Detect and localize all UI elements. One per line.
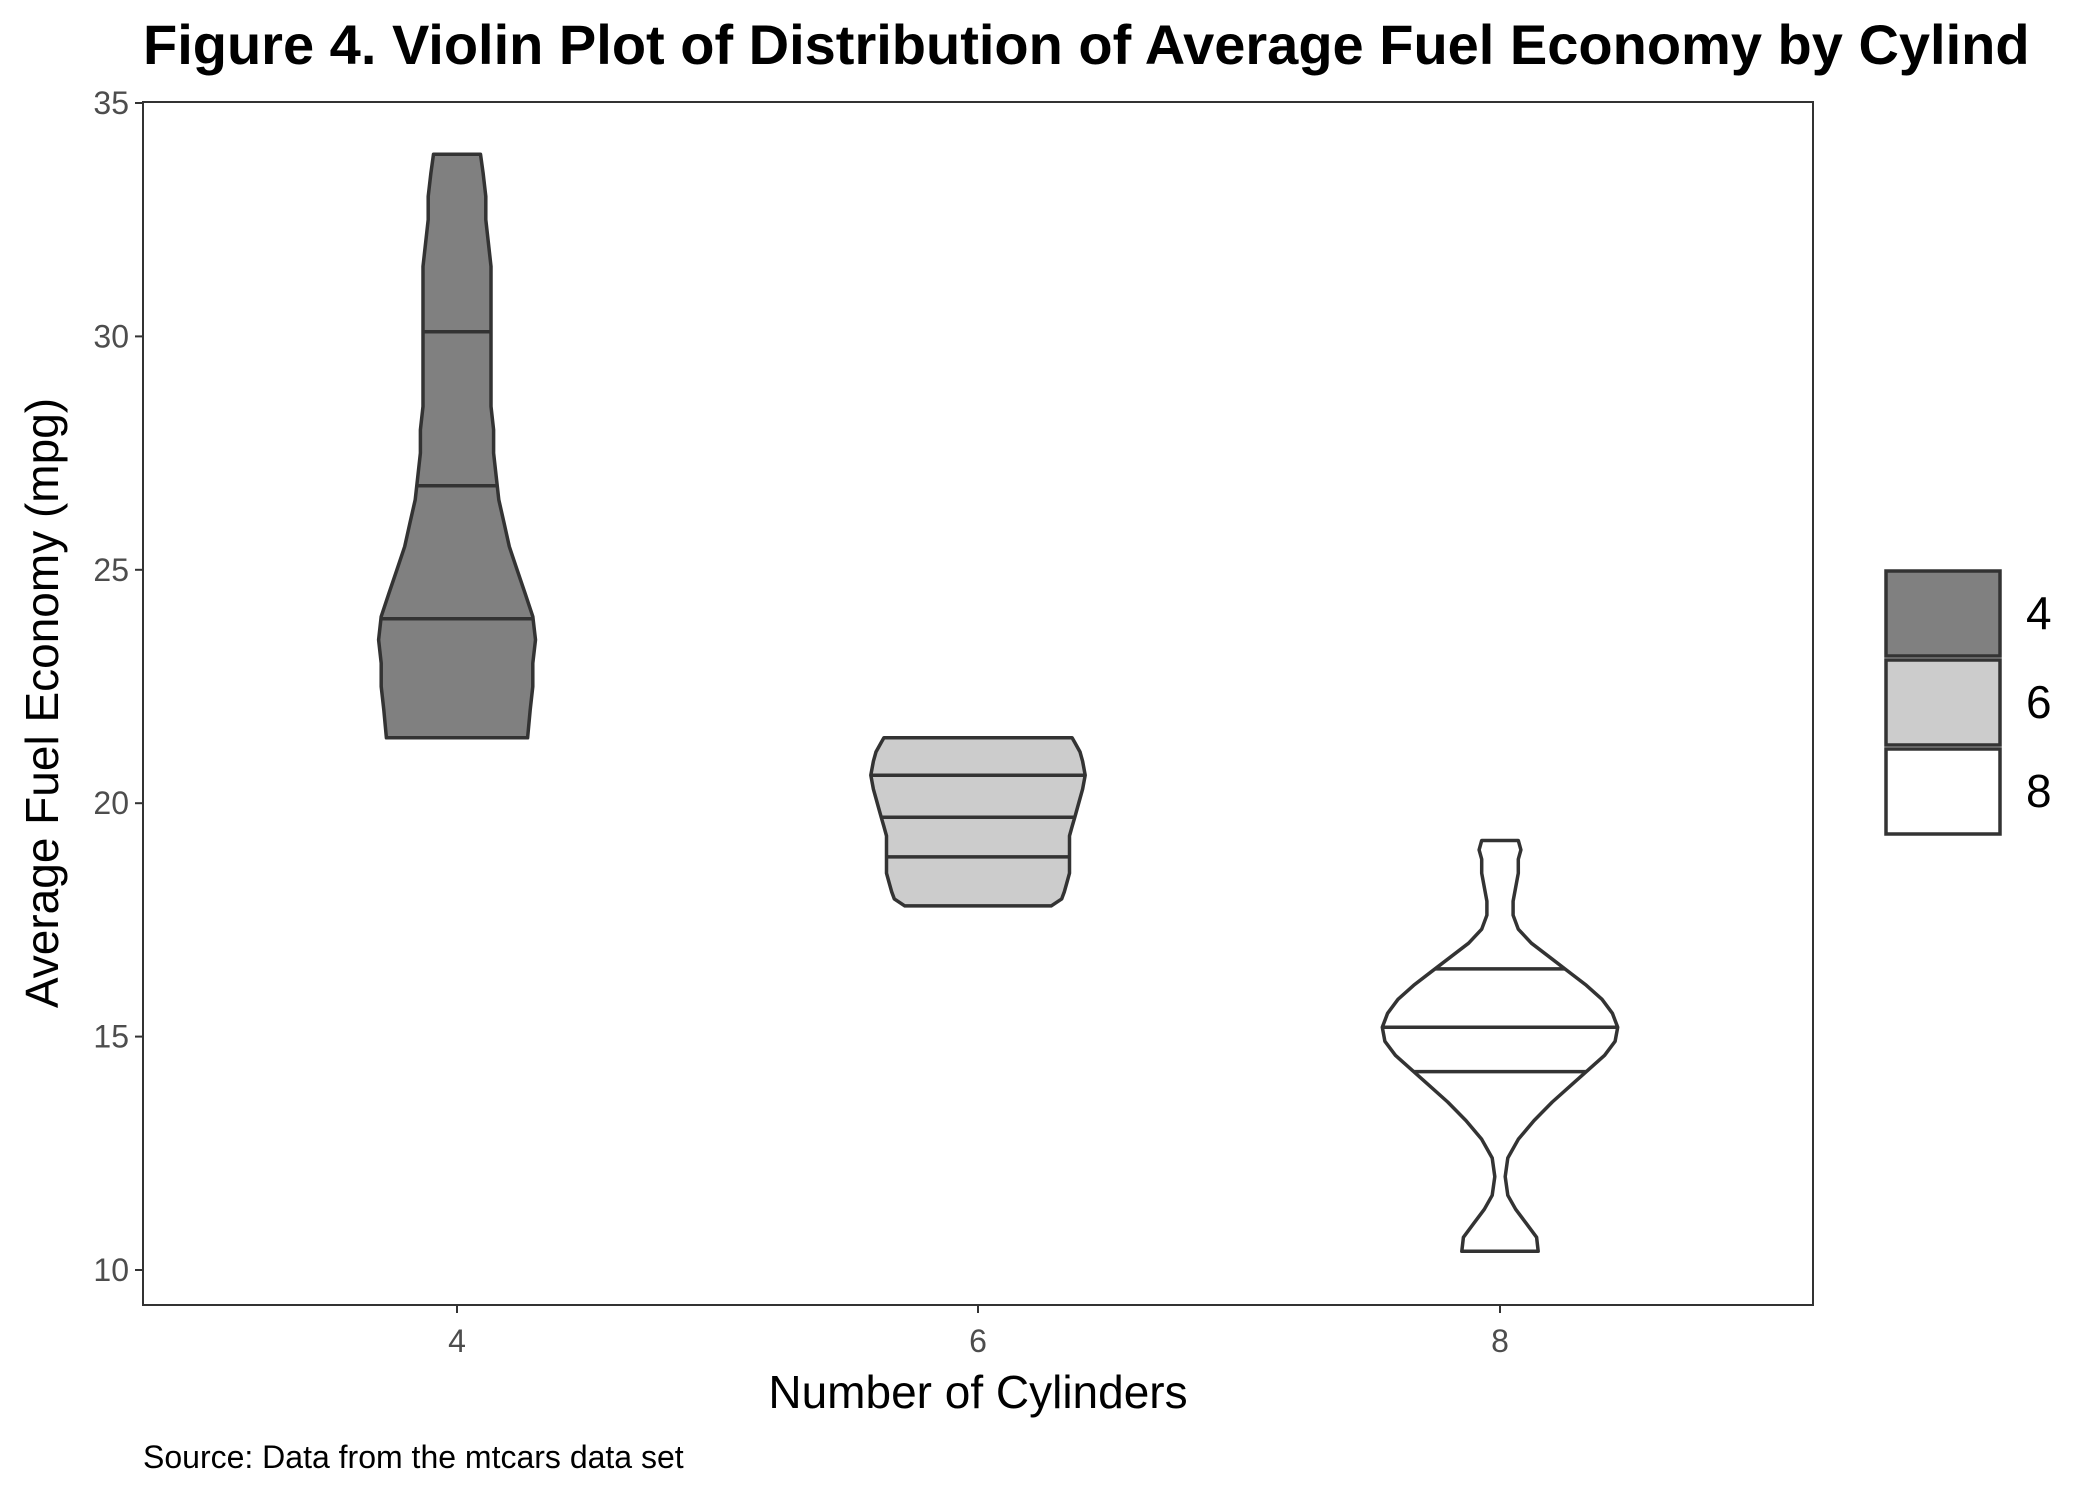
violin-body-8 <box>1380 838 1620 1254</box>
x-tick-label: 6 <box>969 1323 987 1359</box>
y-axis: 10 15 20 25 30 35 <box>93 85 143 1288</box>
legend: 4 6 8 <box>1884 569 2052 836</box>
legend-swatch <box>1884 658 2002 747</box>
y-tick-label: 35 <box>93 85 129 121</box>
legend-label: 6 <box>2026 676 2052 728</box>
y-tick-label: 25 <box>93 552 129 588</box>
violin-body-4 <box>376 152 538 740</box>
y-tick-label: 20 <box>93 785 129 821</box>
y-tick-label: 10 <box>93 1252 129 1288</box>
violin-6 <box>869 736 1087 908</box>
x-tick-label: 8 <box>1491 1323 1509 1359</box>
legend-swatch <box>1884 747 2002 836</box>
violin-8 <box>1380 838 1620 1254</box>
violin-body-6 <box>869 736 1087 908</box>
legend-label: 8 <box>2026 765 2052 817</box>
legend-label: 4 <box>2026 587 2052 639</box>
x-axis-title: Number of Cylinders <box>768 1366 1187 1418</box>
y-axis-title: Average Fuel Economy (mpg) <box>16 398 68 1008</box>
y-tick-label: 15 <box>93 1019 129 1055</box>
x-tick-label: 4 <box>448 1323 466 1359</box>
legend-item-6: 6 <box>1884 658 2052 747</box>
violin-4 <box>376 152 538 740</box>
legend-item-8: 8 <box>1884 747 2052 836</box>
legend-swatch <box>1884 569 2002 658</box>
legend-item-4: 4 <box>1884 569 2052 658</box>
y-tick-label: 30 <box>93 318 129 354</box>
source-caption: Source: Data from the mtcars data set <box>143 1439 684 1475</box>
violin-layer <box>376 152 1620 1254</box>
x-axis: 4 6 8 <box>448 1305 1509 1359</box>
chart-title: Figure 4. Violin Plot of Distribution of… <box>143 13 2030 76</box>
